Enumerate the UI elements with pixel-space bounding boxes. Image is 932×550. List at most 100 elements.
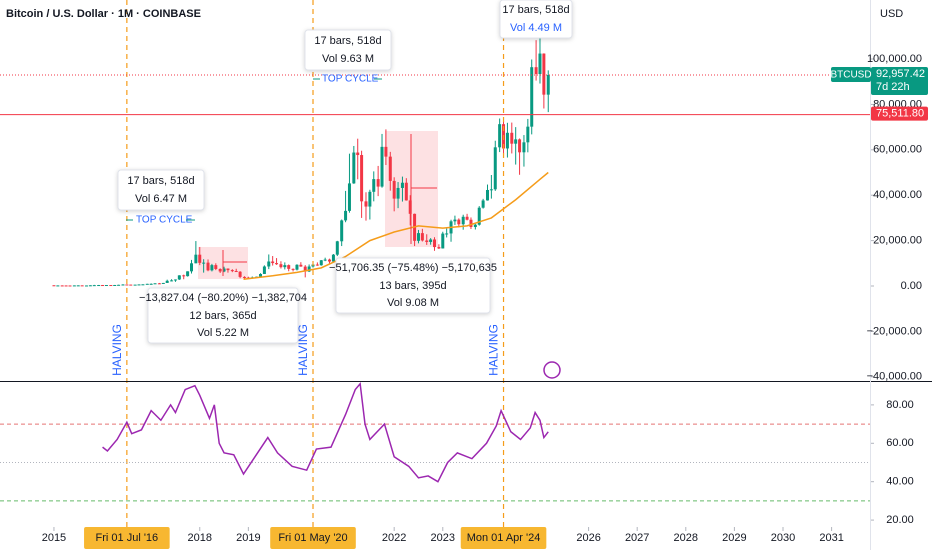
date-label-box xyxy=(84,527,170,549)
candle-body xyxy=(238,271,242,277)
candle-body xyxy=(420,233,424,241)
candle-body xyxy=(113,284,117,286)
candle-body xyxy=(328,259,332,262)
candle-body xyxy=(133,284,137,286)
candle-body xyxy=(498,124,502,148)
price-label-box xyxy=(871,106,928,121)
annotation-box xyxy=(335,257,491,314)
candle-body xyxy=(538,53,542,74)
x-tick-label: 2018 xyxy=(188,532,212,544)
candle-body xyxy=(461,216,465,225)
price-label: 92,957.42 xyxy=(876,68,925,80)
date-label: Fri 01 May '20 xyxy=(278,532,347,544)
candle-body xyxy=(505,132,509,149)
candle-body xyxy=(429,239,433,242)
candle-body xyxy=(485,189,489,201)
candle-body xyxy=(170,280,174,282)
candle-body xyxy=(72,285,76,287)
annotation: 17 bars, 518d xyxy=(127,175,194,187)
candle-body xyxy=(522,142,526,153)
candle-body xyxy=(230,270,234,272)
candle-body xyxy=(457,219,461,225)
candle-body xyxy=(441,233,445,249)
currency: USD xyxy=(880,8,903,20)
annotation-box xyxy=(499,0,573,39)
candle-body xyxy=(315,264,319,266)
candle-body xyxy=(291,268,295,270)
candle-body xyxy=(189,263,193,272)
candle-body xyxy=(234,271,238,273)
annotation: Vol 9.08 M xyxy=(387,297,439,309)
annotation: −13,827.04 (−80.20%) −1,382,704 xyxy=(139,292,307,304)
candle-body xyxy=(481,200,485,208)
icon[interactable] xyxy=(543,361,561,379)
y-tick-label: 80.00 xyxy=(886,399,914,411)
candle-body xyxy=(364,201,368,207)
candle-body xyxy=(546,75,550,95)
annotation-box xyxy=(117,169,205,211)
candle-body xyxy=(307,266,311,272)
candle-body xyxy=(319,260,323,266)
candle-body xyxy=(465,216,469,220)
candle-body xyxy=(526,126,530,143)
date-label: Mon 01 Apr '24 xyxy=(467,532,541,544)
annotation: Vol 9.63 M xyxy=(322,53,374,65)
candle-body xyxy=(275,263,279,265)
price-label-box xyxy=(871,67,928,96)
candle-body xyxy=(295,264,299,270)
candle-body xyxy=(380,146,384,187)
y-tick-label: 100,000.00 xyxy=(867,53,922,65)
candle-body xyxy=(400,182,404,188)
annotation: 12 bars, 365d xyxy=(189,310,256,322)
annotation: 17 bars, 518d xyxy=(314,35,381,47)
candle-body xyxy=(416,233,420,241)
countdown: 7d 22h xyxy=(876,81,910,93)
candle-body xyxy=(287,265,291,269)
y-tick-label: 60,000.00 xyxy=(873,144,922,156)
x-tick-label: 2030 xyxy=(771,532,795,544)
candle-body xyxy=(121,284,125,286)
candle-body xyxy=(141,284,145,286)
candle-body xyxy=(161,282,165,284)
candle-body xyxy=(404,182,408,201)
x-tick-label: 2029 xyxy=(722,532,746,544)
candle-body xyxy=(109,285,113,287)
annotation-box xyxy=(304,29,392,71)
candle-body xyxy=(473,224,477,227)
candle-body xyxy=(303,266,307,272)
y-tick-label: 40.00 xyxy=(886,476,914,488)
y-tick-label: 0.00 xyxy=(901,280,922,292)
annotation: Vol 4.49 M xyxy=(510,22,562,34)
candle-body xyxy=(259,273,263,277)
candle-body xyxy=(117,284,121,286)
y-tick-label: 60.00 xyxy=(886,437,914,449)
y-tick-label: 40,000.00 xyxy=(873,189,922,201)
candle-body xyxy=(347,183,351,211)
candle-body xyxy=(218,268,222,272)
y-tick-label: 20,000.00 xyxy=(873,235,922,247)
candle-body xyxy=(68,285,72,287)
candle-body xyxy=(408,200,412,214)
candle-body xyxy=(489,189,493,191)
candle-body xyxy=(299,264,303,267)
date-label-box xyxy=(270,527,356,549)
halving-label: HALVING xyxy=(487,324,501,376)
x-tick-label: 2019 xyxy=(236,532,260,544)
candle-body xyxy=(323,259,327,261)
annotation: 17 bars, 518d xyxy=(502,4,569,16)
candle-body xyxy=(437,247,441,249)
candle-body xyxy=(242,276,246,278)
candle-body xyxy=(137,284,141,286)
candle-body xyxy=(60,285,64,287)
candle-body xyxy=(340,220,344,242)
candle-body xyxy=(206,262,210,271)
x-tick-label: 2026 xyxy=(576,532,600,544)
candle-body xyxy=(76,285,80,287)
candle-body xyxy=(97,285,101,287)
candle-body xyxy=(360,155,364,202)
candle-body xyxy=(226,268,230,271)
chart-title: Bitcoin / U.S. Dollar · 1M · COINBASE xyxy=(6,8,201,20)
candle-body xyxy=(271,261,275,264)
candle-body xyxy=(129,284,133,286)
candle-body xyxy=(425,240,429,242)
